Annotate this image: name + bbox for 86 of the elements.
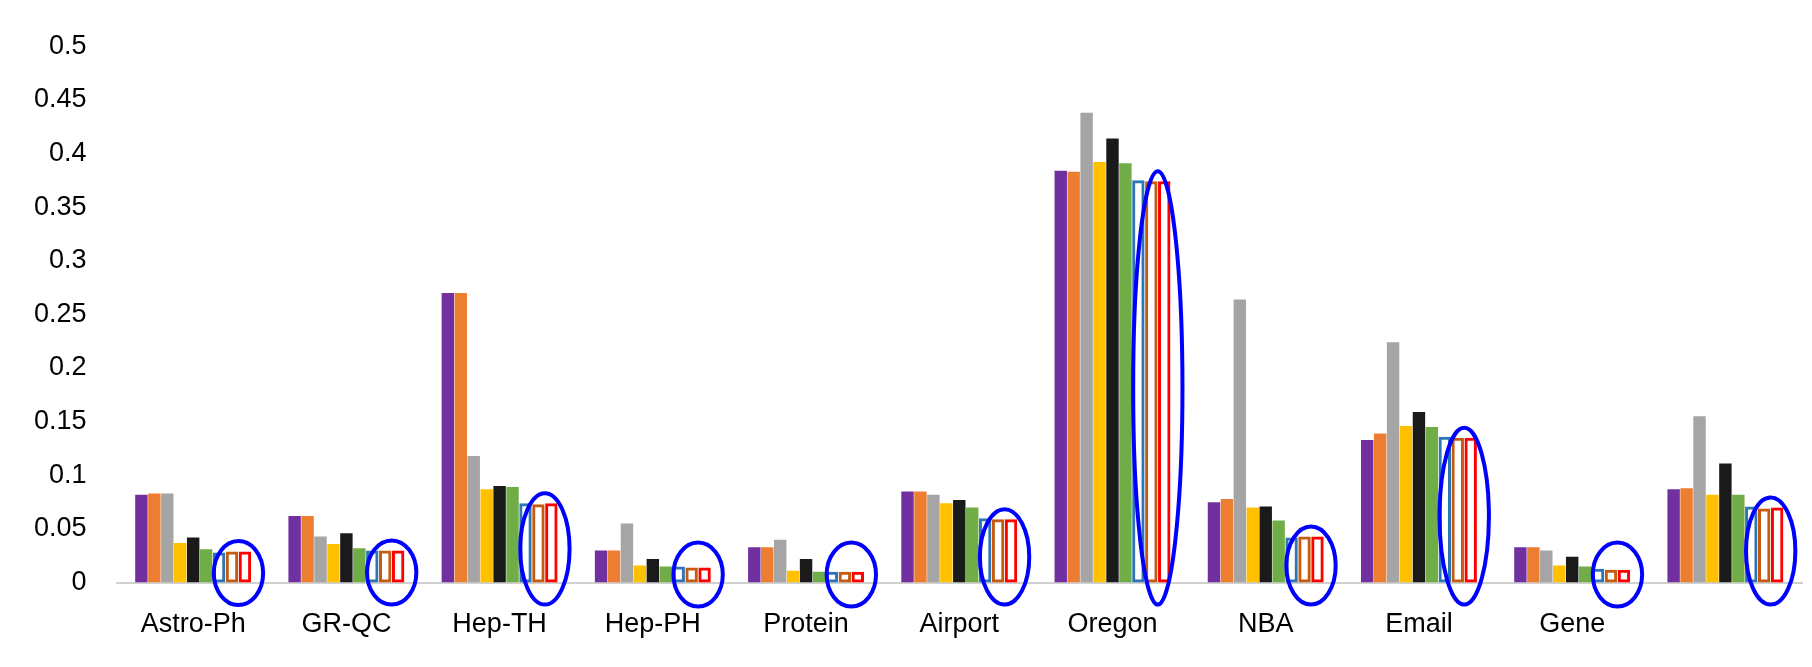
x-tick-label: Gene — [1539, 608, 1606, 639]
bar — [1386, 342, 1400, 583]
bar — [1119, 163, 1132, 583]
y-tick-label: 0.45 — [33, 83, 87, 114]
bar — [799, 559, 813, 583]
bar — [135, 494, 148, 583]
bar — [1412, 412, 1426, 583]
y-tick-label: 0.4 — [49, 136, 87, 167]
y-tick-label: 0.1 — [49, 458, 87, 489]
bar — [301, 516, 314, 583]
y-tick-label: 0.15 — [33, 405, 87, 436]
bar — [1054, 170, 1067, 583]
bar — [761, 547, 774, 583]
x-tick-label: Protein — [763, 608, 849, 639]
y-tick-label: 0.5 — [49, 29, 87, 60]
bar — [1080, 112, 1093, 583]
bar — [940, 503, 953, 583]
x-tick-label: Hep-PH — [604, 608, 701, 639]
bar — [1360, 439, 1374, 583]
x-tick-label: Airport — [919, 608, 1000, 639]
bar — [161, 493, 174, 583]
bar — [1514, 547, 1527, 583]
y-tick-label: 0.25 — [33, 297, 87, 328]
bar — [1233, 299, 1247, 583]
y-tick-label: 0 — [71, 566, 87, 597]
bar — [1527, 547, 1540, 583]
bar — [594, 550, 608, 583]
bar — [812, 571, 826, 583]
bar — [327, 543, 340, 583]
bar — [620, 523, 634, 583]
y-tick-label: 0.3 — [49, 244, 87, 275]
bar — [607, 550, 621, 583]
bar — [1667, 489, 1680, 583]
bar — [1540, 550, 1553, 583]
bar — [1425, 427, 1439, 583]
bar — [1246, 507, 1259, 583]
bar — [506, 487, 519, 583]
bar — [1565, 556, 1579, 583]
bar — [199, 549, 213, 583]
bar — [1680, 488, 1693, 583]
bar — [1220, 498, 1234, 583]
x-tick-label: GR-QC — [301, 608, 392, 639]
y-tick-label: 0.35 — [33, 190, 87, 221]
x-tick-label: NBA — [1237, 608, 1294, 639]
x-tick-label: Oregon — [1067, 608, 1158, 639]
bar — [927, 494, 940, 583]
bar — [467, 456, 480, 583]
bar — [1067, 171, 1080, 583]
bar — [914, 491, 927, 583]
bar — [174, 542, 187, 583]
bar — [1719, 463, 1732, 583]
bar — [1399, 425, 1413, 583]
bar — [186, 537, 200, 583]
bar — [1732, 494, 1745, 583]
bar — [480, 489, 493, 583]
bar — [1259, 506, 1272, 583]
bar — [966, 507, 979, 583]
bar — [786, 570, 800, 583]
y-tick-label: 0.05 — [33, 512, 87, 543]
bar — [633, 565, 647, 583]
y-tick-label: 0.2 — [49, 351, 87, 382]
bar — [1553, 565, 1566, 583]
bar — [1578, 566, 1592, 583]
bar — [1207, 502, 1221, 583]
bar — [454, 292, 467, 583]
bar — [901, 491, 914, 583]
bar — [493, 486, 506, 583]
bar — [314, 536, 327, 583]
x-tick-label: Email — [1385, 608, 1453, 639]
bar — [353, 548, 366, 583]
bar — [1093, 162, 1106, 583]
bar — [340, 533, 353, 583]
x-tick-label: Hep-TH — [452, 608, 547, 639]
bar — [1106, 138, 1119, 583]
bar — [748, 547, 761, 583]
bar — [646, 559, 660, 583]
x-tick-label: Astro-Ph — [140, 608, 246, 639]
bar — [1706, 494, 1719, 583]
bar — [953, 499, 966, 583]
bar — [1373, 433, 1387, 583]
bar — [288, 516, 301, 583]
bar — [148, 493, 161, 583]
bar — [773, 539, 787, 583]
bar — [441, 292, 455, 583]
bar — [1272, 520, 1285, 583]
bar — [1693, 416, 1706, 583]
